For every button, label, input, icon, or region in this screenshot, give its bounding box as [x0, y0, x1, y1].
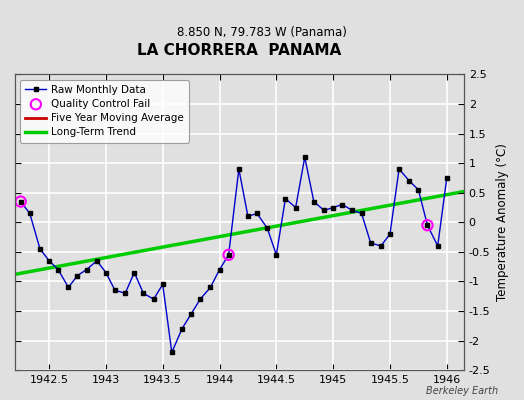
Raw Monthly Data: [140, 291, 147, 296]
Raw Monthly Data: [122, 291, 128, 296]
Raw Monthly Data: [66, 285, 72, 290]
Raw Monthly Data: [282, 196, 289, 201]
Raw Monthly Data: [387, 232, 393, 236]
Text: 8.850 N, 79.783 W (Panama): 8.850 N, 79.783 W (Panama): [177, 26, 347, 39]
Raw Monthly Data: [208, 285, 214, 290]
Raw Monthly Data: [17, 199, 24, 204]
Raw Monthly Data: [367, 240, 374, 245]
Raw Monthly Data: [236, 167, 242, 172]
Raw Monthly Data: [415, 187, 421, 192]
Raw Monthly Data: [197, 297, 203, 302]
Quality Control Fail: [423, 222, 432, 228]
Raw Monthly Data: [350, 208, 356, 213]
Raw Monthly Data: [245, 214, 251, 219]
Raw Monthly Data: [378, 244, 384, 248]
Raw Monthly Data: [254, 211, 260, 216]
Raw Monthly Data: [424, 223, 431, 228]
Title: LA CHORRERA  PANAMA: LA CHORRERA PANAMA: [137, 43, 342, 58]
Text: Berkeley Earth: Berkeley Earth: [425, 386, 498, 396]
Raw Monthly Data: [94, 258, 100, 263]
Quality Control Fail: [224, 252, 233, 258]
Y-axis label: Temperature Anomaly (°C): Temperature Anomaly (°C): [496, 143, 509, 301]
Raw Monthly Data: [273, 252, 279, 257]
Raw Monthly Data: [83, 267, 90, 272]
Raw Monthly Data: [27, 211, 33, 216]
Raw Monthly Data: [150, 297, 157, 302]
Raw Monthly Data: [179, 326, 185, 331]
Raw Monthly Data: [406, 178, 412, 183]
Legend: Raw Monthly Data, Quality Control Fail, Five Year Moving Average, Long-Term Tren: Raw Monthly Data, Quality Control Fail, …: [20, 80, 189, 142]
Raw Monthly Data: [169, 350, 175, 355]
Raw Monthly Data: [330, 205, 336, 210]
Raw Monthly Data: [37, 246, 43, 251]
Raw Monthly Data: [160, 282, 166, 287]
Raw Monthly Data: [264, 226, 270, 231]
Raw Monthly Data: [444, 176, 450, 180]
Raw Monthly Data: [55, 267, 61, 272]
Quality Control Fail: [16, 198, 25, 205]
Raw Monthly Data: [46, 258, 52, 263]
Raw Monthly Data: [74, 273, 81, 278]
Raw Monthly Data: [112, 288, 118, 293]
Raw Monthly Data: [311, 199, 317, 204]
Raw Monthly Data: [131, 270, 137, 275]
Line: Raw Monthly Data: Raw Monthly Data: [18, 155, 449, 354]
Raw Monthly Data: [103, 270, 109, 275]
Raw Monthly Data: [188, 312, 194, 316]
Raw Monthly Data: [434, 244, 441, 248]
Raw Monthly Data: [225, 252, 232, 257]
Raw Monthly Data: [216, 267, 223, 272]
Raw Monthly Data: [396, 167, 402, 172]
Raw Monthly Data: [339, 202, 345, 207]
Raw Monthly Data: [292, 205, 299, 210]
Raw Monthly Data: [321, 208, 327, 213]
Raw Monthly Data: [302, 155, 308, 160]
Raw Monthly Data: [358, 211, 365, 216]
